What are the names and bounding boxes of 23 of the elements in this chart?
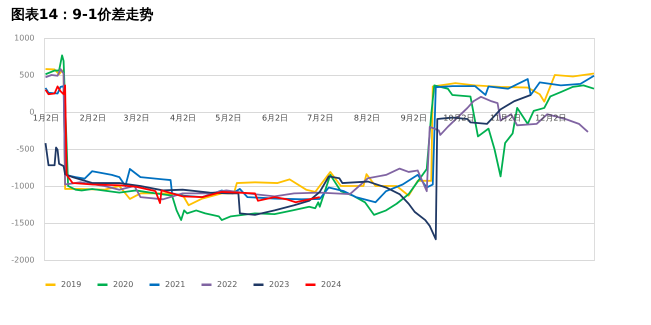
x-tick-label: 5月2日 [215,114,242,122]
y-tick-label: 500 [19,70,34,80]
x-tick-label: 7月2日 [307,114,334,122]
x-tick-label: 3月2日 [123,114,150,122]
y-tick-label: -1500 [11,218,34,228]
y-tick-label: 1000 [14,34,34,42]
x-tick-label: 9月2日 [400,114,427,122]
legend-label: 2019 [61,280,82,289]
x-tick-label: 2月2日 [80,114,106,122]
x-tick-label: 8月2日 [354,114,380,122]
legend-label: 2024 [321,280,342,289]
legend-label: 2023 [269,280,290,289]
y-tick-label: -2000 [11,256,34,264]
y-tick-label: -500 [16,144,34,154]
x-tick-label: 1月2日 [32,114,60,122]
x-tick-label: 4月2日 [170,114,196,122]
y-tick-label: -1000 [11,182,34,190]
legend-label: 2020 [113,280,134,289]
legend-label: 2021 [165,280,186,289]
x-tick-label: 6月2日 [262,114,288,122]
y-tick-label: 0 [29,108,34,116]
legend-label: 2022 [217,280,238,289]
chart-title: 图表14：9-1价差走势 [10,7,154,23]
